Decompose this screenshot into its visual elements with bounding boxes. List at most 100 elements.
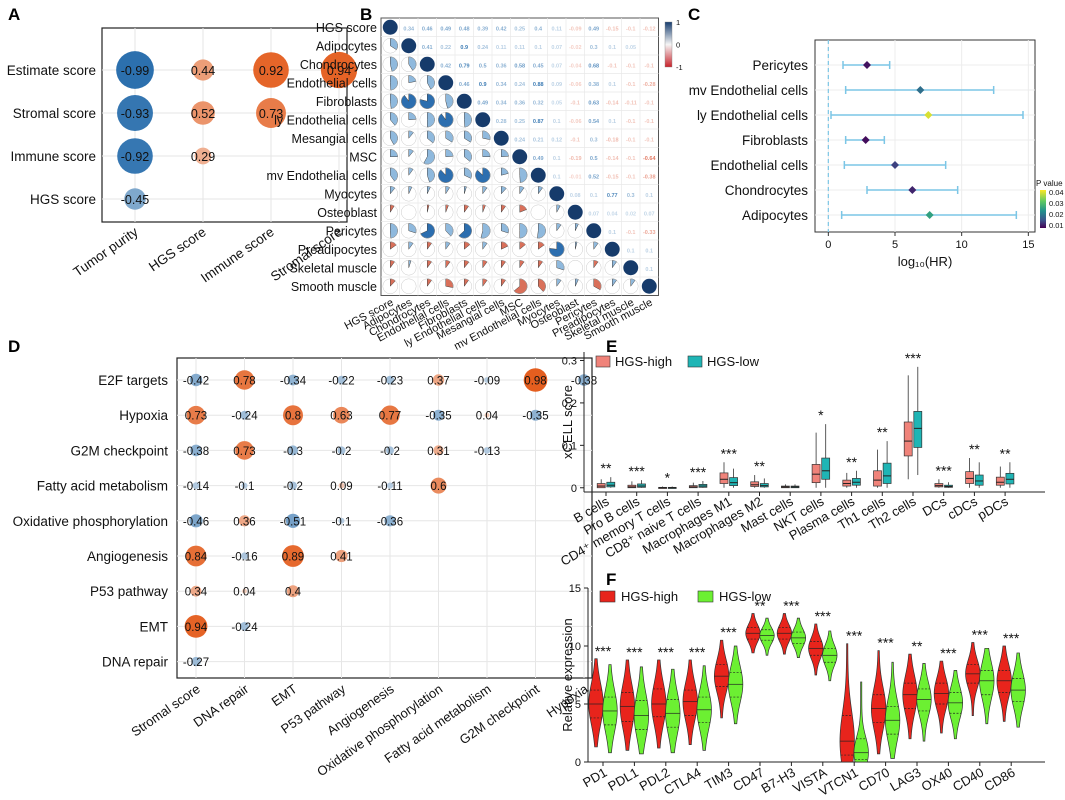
corr-pie-outline — [401, 75, 417, 91]
corr-label: 0.4 — [285, 587, 302, 599]
corr-label: 0.04 — [476, 411, 499, 423]
violin-body — [808, 623, 824, 676]
corr-pie-outline — [382, 38, 398, 54]
corr-pie-outline — [623, 278, 639, 294]
box-body — [606, 481, 616, 488]
corr-pie-outline — [401, 241, 417, 257]
corr-pie-outline — [567, 260, 583, 276]
corr-circle — [484, 377, 490, 383]
box-body — [811, 464, 821, 484]
corr-value: 0.11 — [515, 45, 525, 51]
corr-value: 0.36 — [514, 100, 525, 106]
corr-circle — [386, 482, 394, 489]
corr-pie-outline — [382, 167, 398, 183]
corr-circle — [338, 482, 345, 489]
corr-value: 0.3 — [590, 45, 598, 51]
corr-value: 0.79 — [459, 63, 470, 69]
diagonal-circle — [475, 112, 491, 128]
corr-pie-outline — [456, 223, 472, 239]
corr-label: -0.14 — [183, 481, 210, 493]
corr-value: 0.07 — [551, 45, 562, 51]
corr-value: -0.14 — [606, 156, 619, 162]
col-label: Stromal score — [128, 681, 202, 739]
corr-label: 0.04 — [233, 587, 256, 599]
corr-pie-outline — [549, 260, 565, 276]
corr-pie-outline — [475, 241, 491, 257]
corr-pie-outline — [382, 56, 398, 72]
corr-value: 0.1 — [553, 174, 561, 180]
corr-value: 0.5 — [590, 156, 598, 162]
corr-label: -0.2 — [380, 446, 400, 458]
corr-label: 0.44 — [191, 64, 215, 78]
significance-mark: *** — [626, 644, 643, 660]
corr-value: 0.34 — [496, 100, 508, 106]
corr-circle — [192, 59, 214, 81]
corr-value: 0.1 — [608, 82, 616, 88]
row-label: Fatty acid metabolism — [37, 479, 168, 494]
corr-label: 0.98 — [524, 376, 546, 388]
significance-mark: * — [665, 469, 671, 485]
corr-value: 0.08 — [570, 193, 581, 199]
corr-pie-outline — [382, 130, 398, 146]
corr-value: 0.1 — [645, 248, 653, 254]
corr-pie-outline — [456, 186, 472, 202]
corr-value: 0.21 — [533, 137, 544, 143]
significance-mark: *** — [846, 628, 863, 644]
corr-circle — [432, 374, 445, 386]
corr-circle — [523, 368, 548, 392]
diagonal-circle — [456, 93, 472, 109]
corr-circle — [191, 101, 215, 125]
corr-pie-outline — [438, 167, 454, 183]
corr-label: 0.73 — [185, 411, 207, 423]
corr-circle — [234, 370, 255, 390]
corr-pie-outline — [493, 204, 509, 220]
corr-value: -0.38 — [643, 174, 656, 180]
corr-value: -0.1 — [645, 63, 654, 69]
significance-mark: *** — [936, 462, 953, 478]
corr-circle — [117, 95, 153, 131]
legend-title: P value — [1036, 179, 1063, 188]
significance-mark: *** — [905, 350, 922, 366]
corr-label: -0.24 — [231, 622, 258, 634]
corr-circle — [242, 588, 247, 594]
corr-value: 0.49 — [477, 100, 488, 106]
corr-circle — [433, 445, 444, 456]
corr-pie-outline — [475, 186, 491, 202]
corr-value: 0.1 — [534, 45, 542, 51]
corr-value: 0.5 — [479, 63, 487, 69]
legend-swatch-high — [595, 355, 611, 368]
corr-pie-outline — [401, 167, 417, 183]
colorbar-tick: 0 — [676, 41, 680, 50]
corr-pie-outline — [401, 260, 417, 276]
corr-circle — [337, 375, 346, 385]
row-label: Pericytes — [752, 58, 808, 73]
corr-label: -0.27 — [183, 657, 209, 669]
corr-value: -0.1 — [626, 82, 635, 88]
corr-value: 0.11 — [496, 45, 506, 51]
corr-label: -0.93 — [121, 107, 150, 121]
corr-value: -0.1 — [626, 174, 635, 180]
row-label: Oxidative phosphorylation — [13, 514, 168, 529]
corr-label: -0.1 — [235, 481, 255, 493]
corr-label: -0.3 — [283, 446, 303, 458]
corr-value: 0.52 — [588, 174, 599, 180]
corr-value: 0.46 — [459, 82, 470, 88]
corr-label: 0.94 — [327, 64, 351, 78]
significance-mark: *** — [972, 627, 989, 643]
corr-label: 0.29 — [191, 150, 215, 164]
corr-pie-outline — [419, 75, 435, 91]
corr-value: 0.09 — [551, 82, 562, 88]
diagonal-circle — [512, 149, 528, 165]
row-label: ly Endothelial cells — [274, 113, 377, 127]
row-label: Adipocytes — [316, 39, 377, 53]
corr-value: 0.1 — [608, 119, 616, 125]
y-tick-label: 0.1 — [562, 440, 577, 452]
corr-value: 0.68 — [588, 63, 599, 69]
box-body — [750, 481, 760, 487]
row-label: G2M checkpoint — [70, 443, 168, 458]
box-body — [821, 457, 831, 480]
row-label: Endothelial cells — [287, 76, 377, 90]
corr-value: 0.25 — [514, 26, 525, 32]
x-tick-label: pDCs — [975, 493, 1011, 522]
corr-label: 0.52 — [191, 107, 215, 121]
